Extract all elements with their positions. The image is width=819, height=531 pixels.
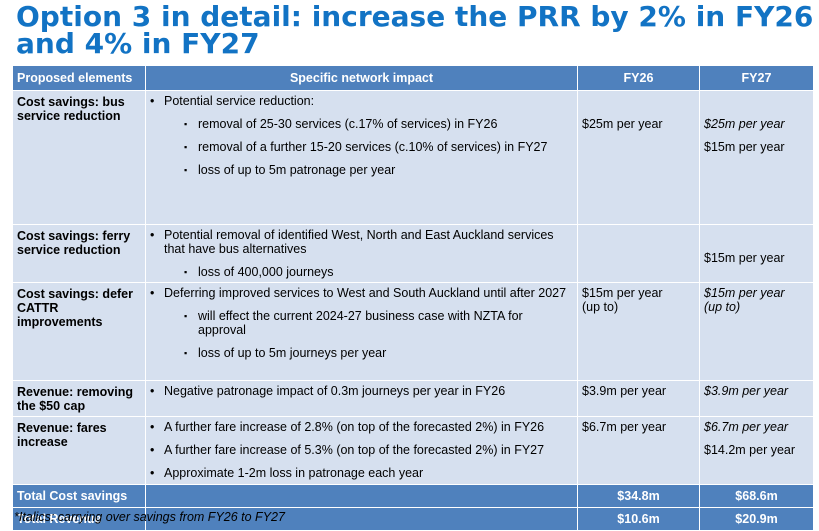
- list-item: ▪ loss of up to 5m patronage per year: [184, 163, 396, 177]
- list-item: • Approximate 1-2m loss in patronage each…: [150, 466, 424, 480]
- row-element-label: Revenue: removing the $50 cap: [12, 380, 146, 417]
- options-table: Proposed elements Specific network impac…: [12, 65, 814, 531]
- total-revenue-row: Total Revenue $10.6m $20.9m: [12, 507, 814, 531]
- list-item: ▪ removal of 25-30 services (c.17% of ser…: [184, 117, 498, 131]
- table-row: Cost savings: defer CATTR improvements •…: [12, 282, 814, 381]
- square-bullet-icon: ▪: [184, 142, 188, 152]
- list-item: • Potential service reduction:: [150, 94, 315, 108]
- bullet-icon: •: [150, 94, 155, 108]
- list-item: ▪ will effect the current 2024-27 busines…: [184, 309, 523, 337]
- row-impact: • Potential removal of identified West, N…: [145, 224, 578, 283]
- header-fy27: FY27: [699, 65, 814, 91]
- row-element-label: Cost savings: defer CATTR improvements: [12, 282, 146, 381]
- square-bullet-icon: ▪: [184, 119, 188, 129]
- header-proposed-elements: Proposed elements: [12, 65, 146, 91]
- row-fy26-value: $25m per year: [577, 90, 700, 225]
- bullet-icon: •: [150, 420, 155, 434]
- row-fy26-value: [577, 224, 700, 283]
- row-impact: • Potential service reduction: ▪ removal o…: [145, 90, 578, 225]
- total-revenue-fy27: $20.9m: [699, 507, 814, 531]
- bullet-icon: •: [150, 466, 155, 480]
- header-network-impact: Specific network impact: [145, 65, 578, 91]
- bullet-icon: •: [150, 286, 155, 300]
- table-header-row: Proposed elements Specific network impac…: [12, 65, 814, 91]
- row-fy26-value: $6.7m per year: [577, 416, 700, 485]
- row-fy26-value: $15m per year (up to): [577, 282, 700, 381]
- square-bullet-icon: ▪: [184, 165, 188, 175]
- list-item: • A further fare increase of 2.8% (on top…: [150, 420, 545, 434]
- row-impact: • A further fare increase of 2.8% (on top…: [145, 416, 578, 485]
- row-fy27-value: $15m per year (up to): [699, 282, 814, 381]
- total-cost-fy26: $34.8m: [577, 484, 700, 508]
- total-cost-label: Total Cost savings: [12, 484, 146, 508]
- list-item: ▪ loss of up to 5m journeys per year: [184, 346, 387, 360]
- table-row: Revenue: removing the $50 cap • Negative …: [12, 380, 814, 417]
- row-element-label: Cost savings: ferry service reduction: [12, 224, 146, 283]
- row-element-label: Cost savings: bus service reduction: [12, 90, 146, 225]
- bullet-icon: •: [150, 443, 155, 457]
- bullet-icon: •: [150, 384, 155, 398]
- bullet-icon: •: [150, 228, 155, 242]
- list-item: ▪ loss of 400,000 journeys: [184, 265, 334, 279]
- row-element-label: Revenue: fares increase: [12, 416, 146, 485]
- total-revenue-label: Total Revenue: [12, 507, 146, 531]
- total-revenue-fy26: $10.6m: [577, 507, 700, 531]
- row-fy27-value: $25m per year $15m per year: [699, 90, 814, 225]
- total-cost-row: Total Cost savings $34.8m $68.6m: [12, 484, 814, 508]
- list-item: • Negative patronage impact of 0.3m journ…: [150, 384, 506, 398]
- header-fy26: FY26: [577, 65, 700, 91]
- list-item: • A further fare increase of 5.3% (on top…: [150, 443, 545, 457]
- square-bullet-icon: ▪: [184, 311, 188, 321]
- row-fy27-value: $15m per year: [699, 224, 814, 283]
- total-cost-fy27: $68.6m: [699, 484, 814, 508]
- table-row: Revenue: fares increase • A further fare …: [12, 416, 814, 485]
- row-fy26-value: $3.9m per year: [577, 380, 700, 417]
- list-item: • Potential removal of identified West, N…: [150, 228, 554, 256]
- row-fy27-value: $3.9m per year: [699, 380, 814, 417]
- square-bullet-icon: ▪: [184, 267, 188, 277]
- table-row: Cost savings: bus service reduction • Pot…: [12, 90, 814, 225]
- square-bullet-icon: ▪: [184, 348, 188, 358]
- table-row: Cost savings: ferry service reduction • P…: [12, 224, 814, 283]
- list-item: • Deferring improved services to West and…: [150, 286, 567, 300]
- list-item: ▪ removal of a further 15-20 services (c.…: [184, 140, 548, 154]
- row-impact: • Negative patronage impact of 0.3m journ…: [145, 380, 578, 417]
- row-impact: • Deferring improved services to West and…: [145, 282, 578, 381]
- footnote: *Italics: carrying over savings from FY2…: [14, 510, 285, 524]
- page-title: Option 3 in detail: increase the PRR by …: [16, 0, 814, 60]
- row-fy27-value: $6.7m per year $14.2m per year: [699, 416, 814, 485]
